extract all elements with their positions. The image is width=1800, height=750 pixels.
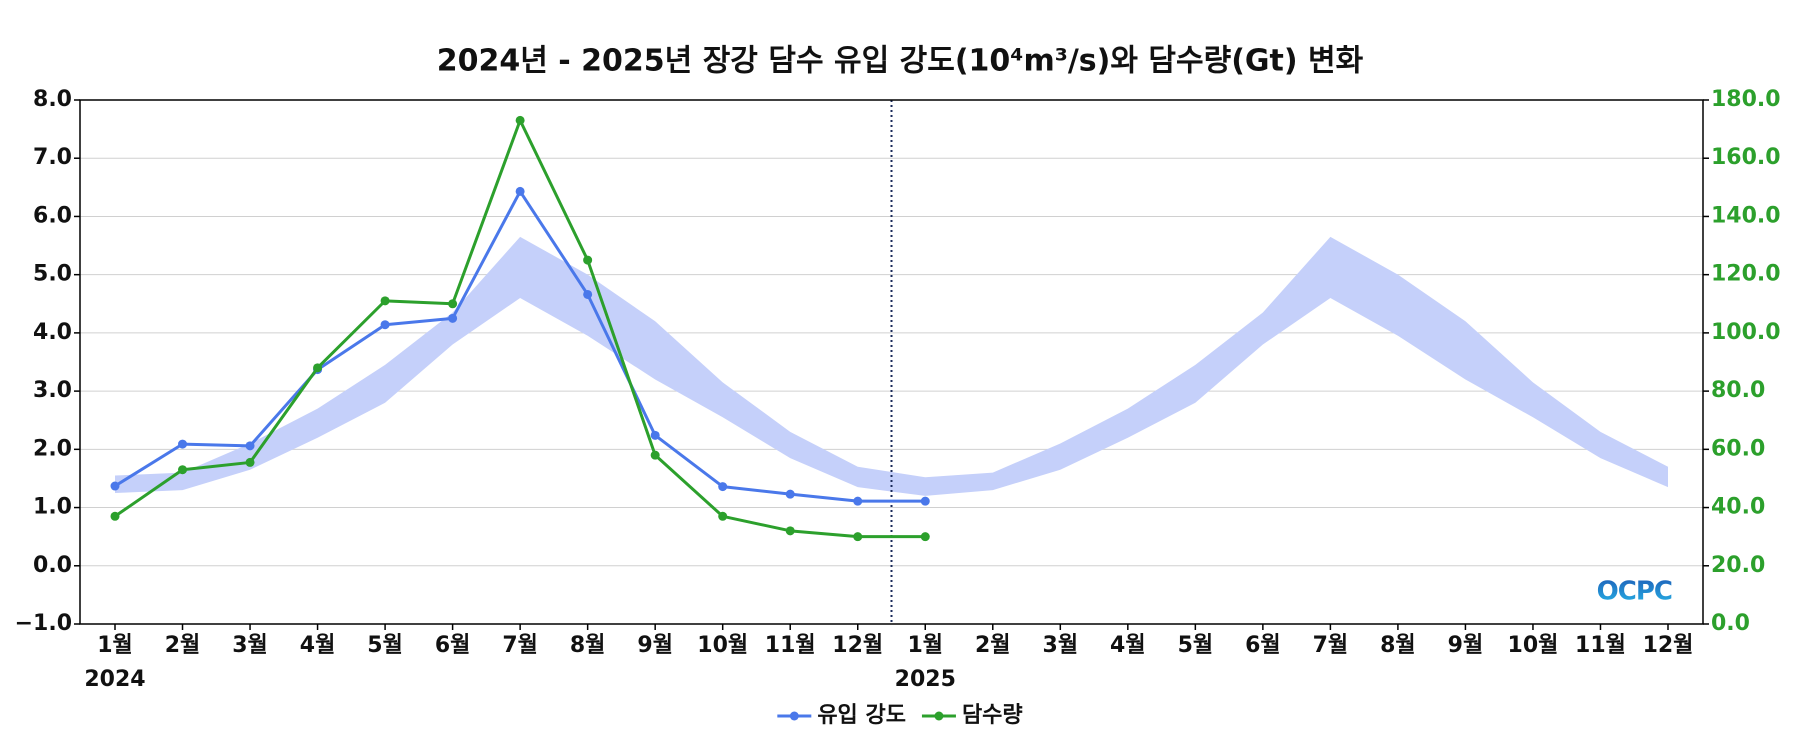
y2-tick-label: 80.0 <box>1711 378 1765 403</box>
x-tick-label: 6월 <box>1245 633 1281 658</box>
y-tick-label: 1.0 <box>33 495 72 520</box>
x-tick-label: 5월 <box>367 633 403 658</box>
point <box>515 186 525 196</box>
point <box>853 532 863 542</box>
point <box>245 441 255 451</box>
point <box>110 511 120 521</box>
series-line <box>114 118 926 539</box>
point <box>920 532 930 542</box>
point <box>785 526 795 536</box>
y2-tick-label: 20.0 <box>1711 553 1765 578</box>
point <box>920 496 930 506</box>
point <box>448 313 458 323</box>
y-tick-label: 8.0 <box>33 87 72 112</box>
point <box>718 511 728 521</box>
x-tick-label: 12월 <box>832 633 883 658</box>
x-tick-label: 3월 <box>232 633 268 658</box>
legend-label: 담수량 <box>962 703 1023 728</box>
y2-tick-label: 160.0 <box>1711 145 1781 170</box>
y2-tick-label: 40.0 <box>1711 495 1765 520</box>
y2-tick-label: 60.0 <box>1711 436 1765 461</box>
x-tick-label: 11월 <box>765 633 816 658</box>
x-tick-label: 10월 <box>1508 633 1559 658</box>
y-tick-label: 7.0 <box>33 145 72 170</box>
y-tick-label: 0.0 <box>33 553 72 578</box>
point <box>650 450 660 460</box>
x-tick-label: 5월 <box>1178 633 1214 658</box>
point <box>178 465 188 475</box>
y-tick-label: 3.0 <box>33 378 72 403</box>
x-tick-label: 4월 <box>300 633 336 658</box>
y-tick-label: 4.0 <box>33 320 72 345</box>
x-tick-label: 7월 <box>1313 633 1349 658</box>
x-tick-label: 10월 <box>697 633 748 658</box>
x-tick-label: 3월 <box>1043 633 1079 658</box>
point <box>245 457 255 467</box>
x-tick-label: 9월 <box>637 633 673 658</box>
point <box>583 289 593 299</box>
x-tick-label: 4월 <box>1110 633 1146 658</box>
point <box>853 496 863 506</box>
x-tick-label: 8월 <box>1380 633 1416 658</box>
y2-tick-label: 120.0 <box>1711 262 1781 287</box>
x-tick-label: 11월 <box>1575 633 1626 658</box>
y2-tick-label: 140.0 <box>1711 203 1781 228</box>
point <box>110 481 120 491</box>
year-label: 2024 <box>84 667 145 692</box>
point <box>178 439 188 449</box>
point <box>718 482 728 492</box>
y-tick-label: −1.0 <box>15 611 72 636</box>
point <box>785 489 795 499</box>
point <box>313 363 323 373</box>
x-tick-label: 6월 <box>435 633 471 658</box>
y-tick-label: 6.0 <box>33 203 72 228</box>
chart-title: 2024년 - 2025년 장강 담수 유입 강도(10⁴m³/s)와 담수량(… <box>437 44 1364 79</box>
x-tick-label: 8월 <box>570 633 606 658</box>
point <box>448 299 458 309</box>
x-tick-label: 9월 <box>1448 633 1484 658</box>
point <box>380 296 390 306</box>
x-tick-label: 12월 <box>1643 633 1694 658</box>
x-tick-label: 2월 <box>975 633 1011 658</box>
legend: 유입 강도 담수량 <box>777 703 1023 728</box>
y-tick-label: 5.0 <box>33 262 72 287</box>
x-tick-label: 1월 <box>907 633 943 658</box>
y-tick-label: 2.0 <box>33 436 72 461</box>
y2-tick-label: 0.0 <box>1711 611 1750 636</box>
y2-tick-label: 180.0 <box>1711 87 1781 112</box>
logo: OCPC <box>1597 577 1672 607</box>
x-tick-label: 1월 <box>97 633 133 658</box>
point <box>380 320 390 330</box>
climatology-band <box>115 236 1668 496</box>
legend-marker <box>934 711 944 721</box>
x-tick-label: 7월 <box>502 633 538 658</box>
point <box>515 115 525 125</box>
point <box>650 430 660 440</box>
legend-marker <box>789 711 799 721</box>
y2-tick-label: 100.0 <box>1711 320 1781 345</box>
legend-label: 유입 강도 <box>817 703 906 728</box>
year-label: 2025 <box>895 667 956 692</box>
x-tick-label: 2월 <box>165 633 201 658</box>
point <box>583 255 593 265</box>
plot-frame <box>79 99 1704 625</box>
